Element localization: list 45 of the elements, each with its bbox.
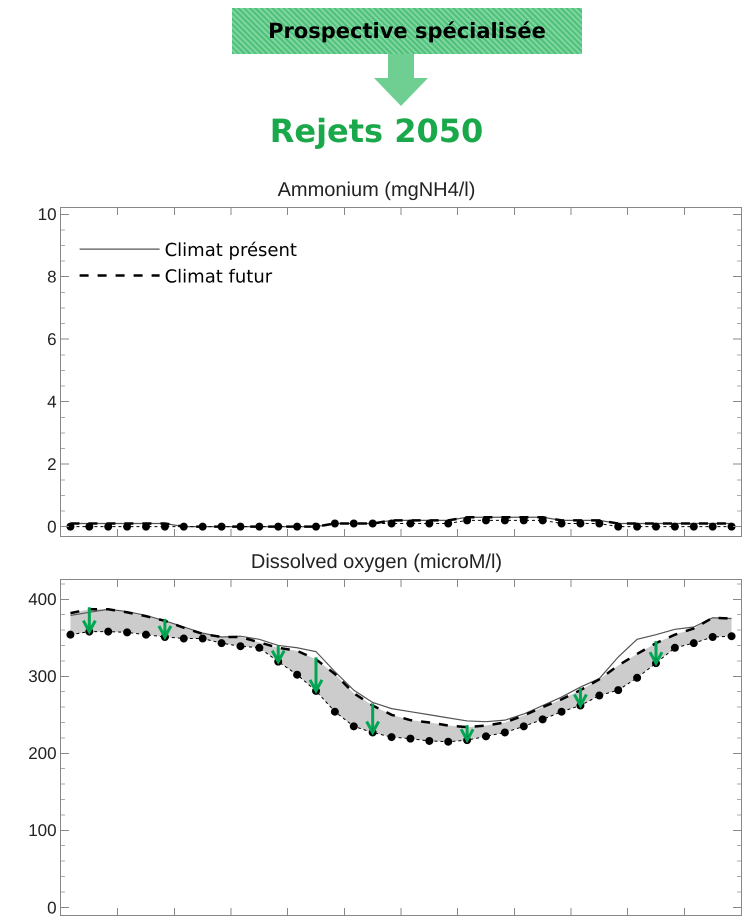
- point: [104, 628, 112, 636]
- text: Rejets 2050: [268, 112, 484, 150]
- y-tick-label: 300: [28, 667, 57, 686]
- point: [142, 630, 150, 639]
- point: [444, 738, 452, 746]
- point: [670, 644, 679, 652]
- y-tick-label: 6: [47, 330, 57, 350]
- legend-label: Climat présent: [164, 240, 297, 262]
- y-tick-label: 100: [28, 821, 57, 840]
- y-tick-label: 4: [47, 392, 57, 412]
- point: [218, 639, 226, 648]
- chart-title: Dissolved oxygen (microM/l): [250, 551, 502, 573]
- y-tick-label: 2: [47, 455, 57, 474]
- point: [614, 686, 622, 694]
- point: [293, 670, 302, 679]
- y-tick-label: 200: [28, 744, 57, 764]
- point: [690, 639, 698, 648]
- point: [123, 628, 132, 636]
- point: [538, 715, 547, 724]
- point: [728, 632, 736, 640]
- point: [500, 728, 509, 736]
- text: Prospective spécialisée: [232, 8, 582, 54]
- y-tick-label: 0: [47, 898, 57, 918]
- legend-label: Climat futur: [164, 266, 273, 288]
- point: [406, 734, 414, 743]
- chart-title: Ammonium (mgNH4/l): [278, 179, 476, 201]
- point: [708, 632, 717, 641]
- point: [180, 634, 188, 643]
- y-tick-label: 0: [47, 518, 57, 537]
- point: [198, 634, 207, 643]
- y-tick-label: 400: [28, 590, 57, 610]
- y-tick-label: 8: [47, 268, 57, 287]
- point: [595, 692, 604, 700]
- point: [330, 708, 339, 716]
- point: [558, 708, 566, 716]
- point: [350, 722, 358, 730]
- point: [388, 733, 396, 742]
- point: [236, 642, 244, 650]
- point: [633, 674, 642, 682]
- point: [255, 644, 264, 652]
- point: [425, 736, 434, 745]
- point: [66, 630, 74, 639]
- y-tick-label: 10: [38, 205, 57, 224]
- point: [482, 732, 490, 740]
- point: [520, 722, 528, 730]
